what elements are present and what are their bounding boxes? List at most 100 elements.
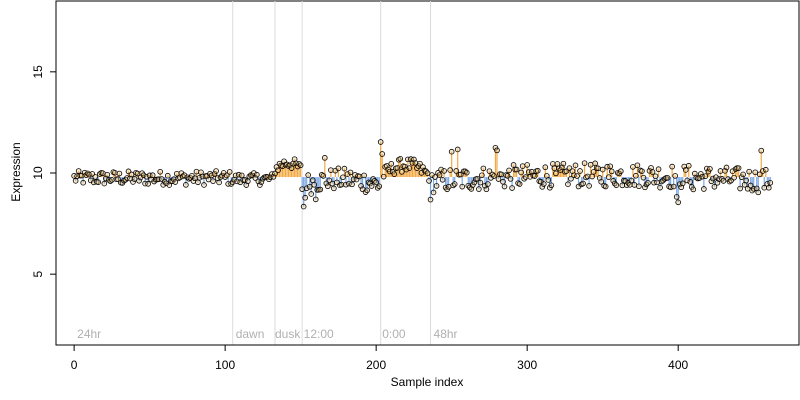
annotation-label-5: 48hr: [434, 327, 458, 341]
data-point-461: [767, 180, 774, 186]
data-point-340: [584, 173, 591, 180]
data-point-329: [568, 175, 574, 182]
data-point-252: [451, 181, 458, 187]
x-tick-label-100: 100: [215, 358, 235, 372]
data-point-359: [613, 182, 620, 188]
data-point-166: [322, 155, 328, 161]
data-point-268: [476, 186, 482, 192]
data-point-284: [500, 178, 506, 185]
x-tick-label-400: 400: [668, 358, 688, 372]
data-point-451: [752, 169, 759, 176]
data-point-236: [427, 196, 434, 203]
data-point-148: [294, 163, 301, 170]
data-point-296: [518, 169, 524, 176]
data-point-312: [542, 164, 549, 171]
x-tick-label-200: 200: [366, 358, 386, 372]
data-point-418: [702, 173, 709, 179]
data-point-295: [516, 181, 523, 187]
data-point-260: [463, 169, 470, 176]
annotation-labels: 24hr dawn dusk 12:00 0:00 48hr: [77, 327, 457, 341]
x-axis-title: Sample index: [391, 375, 464, 389]
data-point-48: [143, 173, 150, 180]
data-point-242: [436, 172, 443, 178]
data-point-245: [441, 168, 447, 174]
data-point-396: [669, 163, 675, 170]
data-point-270: [479, 172, 485, 179]
data-point-316: [548, 182, 555, 189]
data-point-92: [210, 178, 216, 184]
data-point-119: [251, 170, 257, 176]
data-point-175: [335, 165, 342, 172]
data-point-111: [238, 172, 245, 179]
x-axis: 0 100 200 300 400: [71, 344, 689, 372]
data-point-138: [279, 163, 286, 170]
data-point-362: [618, 168, 624, 175]
data-point-172: [331, 185, 337, 192]
data-point-398: [672, 173, 678, 179]
data-point-460: [765, 184, 772, 191]
data-point-62: [164, 172, 171, 179]
data-point-374: [636, 183, 642, 190]
data-point-349: [598, 179, 604, 185]
data-point-293: [513, 166, 520, 173]
data-point-67: [172, 179, 179, 185]
data-point-244: [439, 176, 446, 183]
data-point-421: [707, 166, 713, 172]
data-point-49: [145, 181, 151, 187]
data-point-290: [509, 185, 515, 191]
data-point-345: [592, 160, 598, 167]
data-point-52: [149, 172, 156, 179]
data-point-342: [587, 161, 594, 168]
data-point-192: [361, 172, 367, 179]
data-point-397: [670, 183, 677, 190]
data-point-453: [755, 189, 762, 196]
data-point-156: [306, 183, 313, 190]
data-point-432: [723, 164, 730, 171]
data-point-291: [510, 162, 517, 168]
data-point-344: [590, 169, 597, 175]
data-point-442: [738, 174, 745, 180]
data-point-458: [762, 166, 769, 173]
data-point-81: [193, 168, 200, 175]
data-point-289: [507, 176, 514, 182]
data-point-338: [581, 160, 588, 166]
data-point-437: [731, 174, 737, 181]
data-point-448: [747, 182, 754, 189]
data-point-253: [453, 168, 459, 174]
data-point-371: [631, 182, 638, 188]
data-point-343: [589, 173, 595, 180]
data-point-454: [756, 171, 763, 178]
data-point-239: [432, 174, 438, 180]
data-point-393: [664, 175, 671, 181]
data-point-179: [341, 165, 348, 172]
data-point-61: [163, 180, 170, 187]
data-point-151: [299, 186, 305, 192]
annotation-label-2: dusk: [275, 327, 301, 341]
data-point-310: [539, 184, 546, 190]
data-point-324: [560, 160, 567, 167]
data-point-180: [343, 181, 349, 188]
data-point-155: [305, 172, 311, 178]
data-point-27: [112, 170, 118, 176]
data-point-121: [254, 171, 260, 178]
data-point-273: [483, 186, 490, 193]
data-point-274: [485, 181, 491, 187]
data-point-160: [312, 196, 319, 203]
data-point-332: [572, 162, 579, 169]
data-point-177: [338, 181, 345, 188]
data-point-269: [477, 179, 484, 186]
data-point-278: [491, 173, 497, 179]
data-point-311: [540, 181, 547, 187]
data-point-30: [116, 170, 123, 177]
data-point-456: [759, 168, 766, 174]
x-tick-label-0: 0: [71, 358, 78, 372]
data-point-158: [309, 177, 316, 184]
data-point-314: [545, 177, 552, 183]
data-point-189: [356, 173, 363, 180]
data-point-22: [104, 171, 111, 178]
data-point-144: [288, 165, 295, 171]
data-point-150: [297, 162, 304, 169]
data-point-354: [605, 174, 612, 180]
data-point-363: [619, 182, 626, 189]
